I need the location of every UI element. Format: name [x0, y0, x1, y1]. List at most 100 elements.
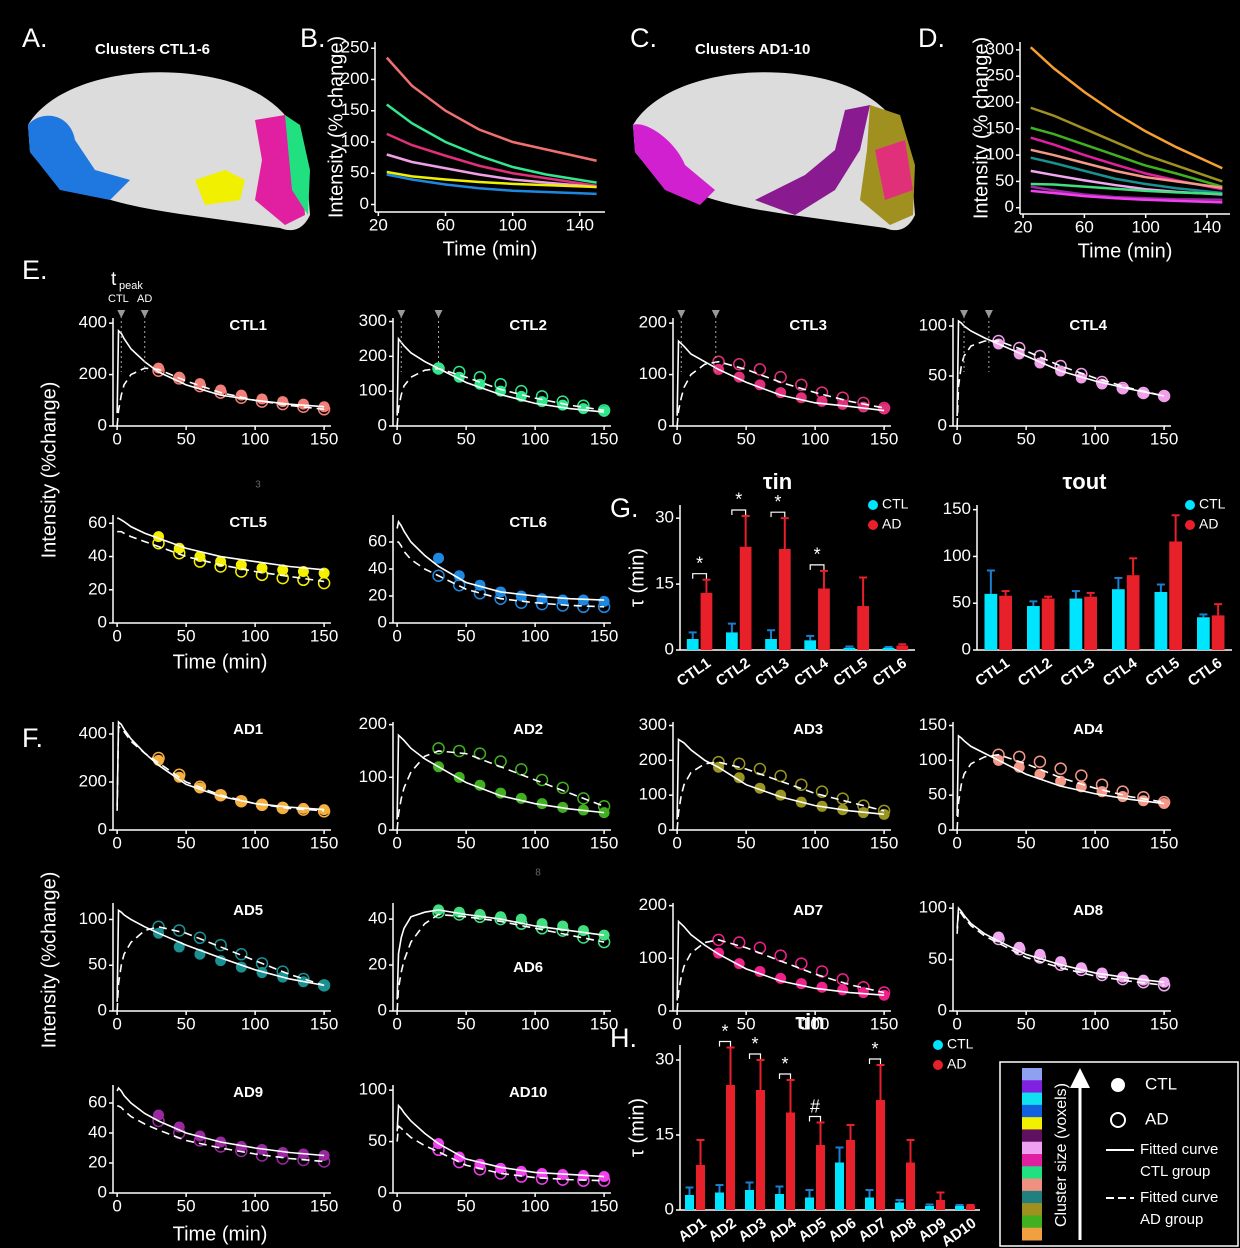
chart-title: AD8 [1073, 902, 1103, 919]
bar [779, 549, 791, 650]
y-tick-label: 50 [928, 785, 947, 804]
x-tick-label: 50 [457, 1196, 476, 1215]
y-tick-label: 0 [962, 639, 971, 658]
x-tick-label: 140 [566, 215, 594, 234]
y-tick-label: 0 [378, 819, 387, 838]
y-tick-label: 0 [98, 612, 107, 631]
y-tick-label: 50 [952, 593, 971, 612]
dot-ctl [817, 982, 828, 993]
x-tick-label: 0 [392, 1014, 401, 1033]
y-tick-label: 0 [98, 1000, 107, 1019]
colorbar-cell [1022, 1179, 1042, 1192]
bar [1042, 599, 1055, 650]
y-tick-label: 0 [378, 612, 387, 631]
legend-label: CTL [1145, 1074, 1177, 1093]
y-tick-label: 100 [359, 767, 387, 786]
x-axis-label: Time (min) [173, 1223, 268, 1245]
chart-title: τin [763, 469, 792, 494]
bar [1197, 617, 1210, 650]
bar [701, 593, 713, 650]
legend-label: Fitted curve [1140, 1141, 1218, 1158]
chart-title: AD10 [509, 1084, 547, 1101]
y-axis-label: τ (min) [626, 548, 648, 607]
panel-label: G. [610, 493, 639, 523]
legend-marker [868, 520, 878, 530]
y-tick-label: 0 [378, 1000, 387, 1019]
legend-label: AD [1199, 516, 1218, 532]
colorbar-cell [1022, 1142, 1042, 1155]
chart-title: τout [1062, 469, 1107, 494]
y-tick-label: 0 [360, 194, 369, 213]
x-tick-label: 100 [241, 429, 269, 448]
y-tick-label: 100 [919, 898, 947, 917]
bar [955, 1206, 964, 1210]
y-tick-label: 0 [938, 1000, 947, 1019]
legend-label: Fitted curve [1140, 1189, 1218, 1206]
bar [844, 648, 856, 650]
y-tick-label: 300 [639, 715, 667, 734]
annotation: 8 [535, 868, 541, 879]
colorbar-cell [1022, 1228, 1042, 1241]
x-tick-label: 100 [1081, 833, 1109, 852]
bar [805, 1198, 814, 1211]
y-tick-label: 100 [359, 1080, 387, 1099]
x-tick-label: 0 [952, 1014, 961, 1033]
x-axis-label: Time (min) [1078, 240, 1173, 262]
y-tick-label: 50 [995, 171, 1014, 190]
x-tick-label: 0 [112, 1014, 121, 1033]
x-tick-label: 100 [1081, 429, 1109, 448]
x-tick-label: 50 [177, 429, 196, 448]
chart-title: AD9 [233, 1084, 263, 1101]
colorbar-cell [1022, 1129, 1042, 1142]
bar [726, 1085, 735, 1210]
panel-label: D. [918, 23, 945, 53]
dot-ctl [433, 553, 444, 564]
x-tick-label: 50 [1017, 429, 1036, 448]
x-tick-label: 0 [112, 429, 121, 448]
x-tick-label: 50 [1017, 1014, 1036, 1033]
x-tick-label: 150 [590, 833, 618, 852]
bar [1112, 589, 1125, 650]
bar [1169, 541, 1182, 650]
y-tick-label: 150 [943, 499, 971, 518]
x-tick-label: 140 [1193, 217, 1221, 236]
chart-title: CTL2 [509, 317, 547, 334]
bar [715, 1193, 724, 1211]
y-tick-label: 200 [639, 313, 667, 332]
y-tick-label: 50 [928, 365, 947, 384]
y-tick-label: 100 [639, 364, 667, 383]
y-tick-label: 200 [359, 346, 387, 365]
panel-label: B. [300, 23, 326, 53]
bar [906, 1163, 915, 1211]
bar [999, 596, 1012, 650]
bar [786, 1113, 795, 1211]
panel-label: C. [630, 23, 657, 53]
y-tick-label: 0 [378, 415, 387, 434]
x-axis-label: Time (min) [443, 238, 538, 260]
y-tick-label: 200 [79, 771, 107, 790]
y-tick-label: 40 [88, 1122, 107, 1141]
x-tick-label: 0 [952, 429, 961, 448]
y-tick-label: 50 [928, 949, 947, 968]
x-tick-label: 50 [177, 1196, 196, 1215]
y-tick-label: 100 [639, 948, 667, 967]
image-title: Clusters AD1-10 [695, 41, 810, 58]
x-tick-label: 100 [1132, 217, 1160, 236]
legend-label: AD [882, 516, 901, 532]
y-tick-label: 40 [88, 546, 107, 565]
legend-label: CTL [882, 496, 909, 512]
x-tick-label: 0 [392, 833, 401, 852]
y-tick-label: 100 [359, 381, 387, 400]
x-tick-label: 50 [457, 429, 476, 448]
y-tick-label: 20 [88, 1152, 107, 1171]
tpeak-label: t [111, 269, 117, 290]
bar [865, 1198, 874, 1211]
x-tick-label: 150 [1150, 429, 1178, 448]
y-tick-label: 100 [919, 750, 947, 769]
x-tick-label: 100 [521, 833, 549, 852]
x-tick-label: 150 [310, 1014, 338, 1033]
y-tick-label: 0 [658, 415, 667, 434]
legend-marker [1185, 520, 1195, 530]
chart-title: AD7 [793, 902, 823, 919]
bar [740, 547, 752, 650]
